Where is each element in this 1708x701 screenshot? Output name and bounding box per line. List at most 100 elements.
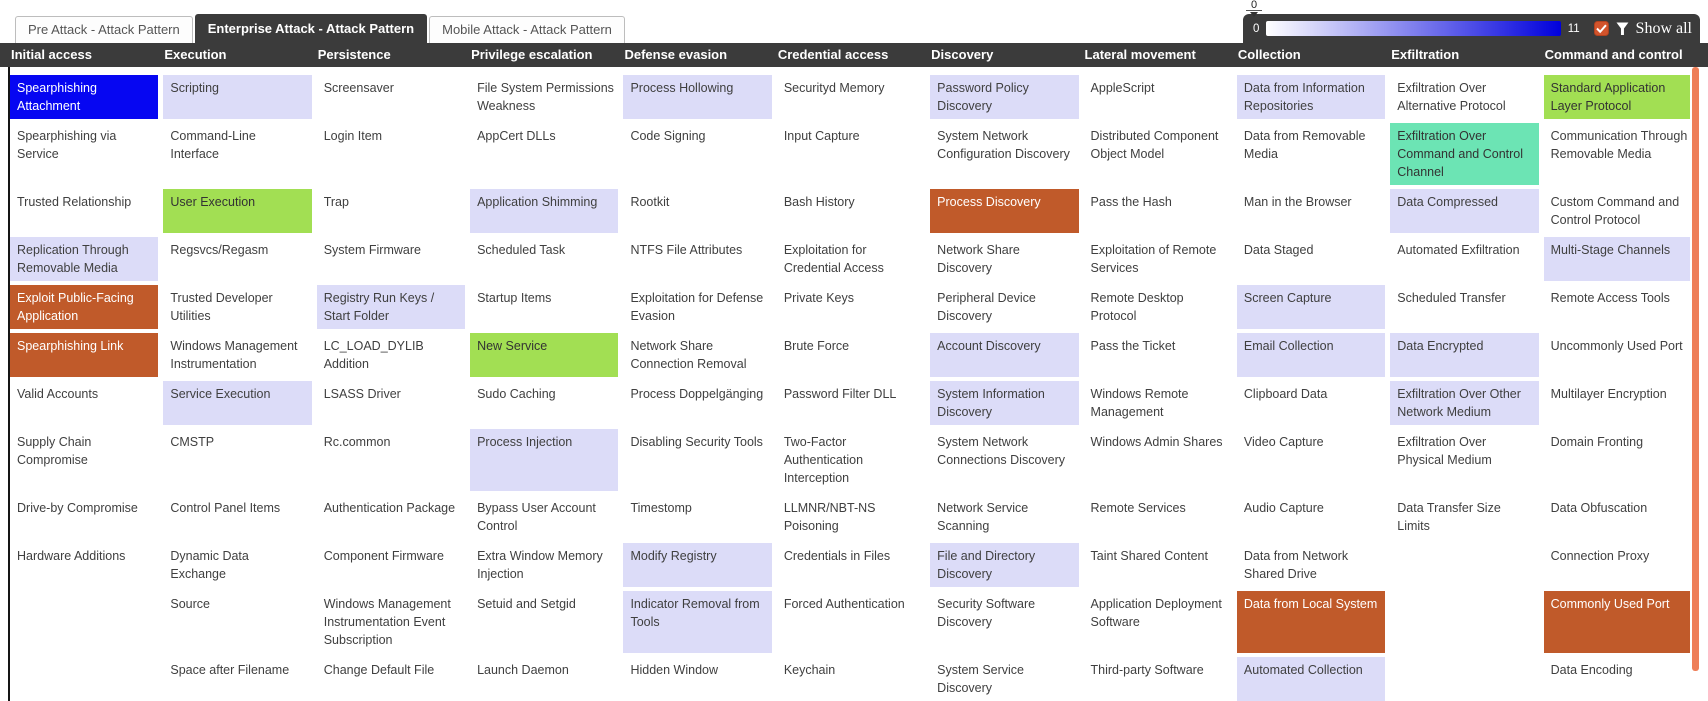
technique-cell[interactable]: Spearphishing Attachment [10, 75, 159, 119]
technique-cell[interactable]: Bypass User Account Control [477, 501, 596, 533]
vertical-scrollbar[interactable] [1690, 67, 1708, 671]
technique-cell[interactable]: Spearphishing Link [10, 333, 159, 377]
technique-cell[interactable]: Communication Through Removable Media [1550, 129, 1688, 161]
technique-cell[interactable]: Data Obfuscation [1550, 501, 1648, 515]
technique-cell[interactable]: Commonly Used Port [1543, 591, 1692, 653]
technique-cell[interactable]: Standard Application Layer Protocol [1543, 75, 1692, 119]
technique-cell[interactable]: Remote Access Tools [1550, 291, 1670, 305]
technique-cell[interactable]: Data Encrypted [1390, 333, 1539, 377]
technique-cell[interactable]: Bash History [783, 195, 855, 209]
technique-cell[interactable]: Domain Fronting [1550, 435, 1644, 449]
technique-cell[interactable]: Supply Chain Compromise [17, 435, 92, 467]
technique-cell[interactable]: Disabling Security Tools [630, 435, 763, 449]
technique-cell[interactable]: Email Collection [1236, 333, 1386, 377]
technique-cell[interactable]: Process Discovery [930, 189, 1079, 233]
tactic-header-execution[interactable]: Execution [164, 47, 227, 62]
technique-cell[interactable]: Windows Admin Shares [1090, 435, 1223, 449]
technique-cell[interactable]: Data Transfer Size Limits [1397, 501, 1501, 533]
technique-cell[interactable]: Scheduled Transfer [1397, 291, 1506, 305]
technique-cell[interactable]: Automated Collection [1236, 657, 1386, 701]
tab-enterprise-attack[interactable]: Enterprise Attack - Attack Pattern [194, 14, 428, 43]
tab-pre-attack[interactable]: Pre Attack - Attack Pattern [15, 16, 193, 43]
technique-cell[interactable]: Setuid and Setgid [477, 597, 576, 611]
tactic-header-defense-evasion[interactable]: Defense evasion [624, 47, 728, 62]
technique-cell[interactable]: NTFS File Attributes [630, 243, 743, 257]
technique-cell[interactable]: Timestomp [630, 501, 692, 515]
technique-cell[interactable]: Rootkit [630, 195, 670, 209]
tactic-header-collection[interactable]: Collection [1237, 47, 1301, 62]
technique-cell[interactable]: Multilayer Encryption [1550, 387, 1667, 401]
tactic-header-lateral-movement[interactable]: Lateral movement [1084, 47, 1196, 62]
technique-cell[interactable]: Space after Filename [170, 663, 290, 677]
technique-cell[interactable]: Network Share Connection Removal [630, 339, 747, 371]
gradient-slider-handle[interactable]: 0 [1246, 0, 1262, 17]
technique-cell[interactable]: LSASS Driver [323, 387, 401, 401]
technique-cell[interactable]: Trap [323, 195, 349, 209]
technique-cell[interactable]: AppleScript [1090, 81, 1155, 95]
technique-cell[interactable]: Change Default File [323, 663, 435, 677]
technique-cell[interactable]: Code Signing [630, 129, 706, 143]
technique-cell[interactable]: Taint Shared Content [1090, 549, 1208, 563]
technique-cell[interactable]: Exfiltration Over Other Network Medium [1390, 381, 1539, 425]
technique-cell[interactable]: Credentials in Files [783, 549, 891, 563]
technique-cell[interactable]: Exploit Public-Facing Application [10, 285, 159, 329]
technique-cell[interactable]: Connection Proxy [1550, 549, 1650, 563]
technique-cell[interactable]: Registry Run Keys / Start Folder [316, 285, 466, 329]
tab-mobile-attack[interactable]: Mobile Attack - Attack Pattern [429, 16, 625, 43]
technique-cell[interactable]: System Service Discovery [937, 663, 1025, 695]
technique-cell[interactable]: Uncommonly Used Port [1550, 339, 1683, 353]
technique-cell[interactable]: Data Staged [1243, 243, 1314, 257]
technique-cell[interactable]: Indicator Removal from Tools [623, 591, 772, 653]
technique-cell[interactable]: AppCert DLLs [477, 129, 556, 143]
technique-cell[interactable]: Extra Window Memory Injection [477, 549, 603, 581]
technique-cell[interactable]: Screensaver [323, 81, 394, 95]
technique-cell[interactable]: Remote Desktop Protocol [1090, 291, 1184, 323]
technique-cell[interactable]: Custom Command and Control Protocol [1550, 195, 1680, 227]
technique-cell[interactable]: Clipboard Data [1243, 387, 1328, 401]
technique-cell[interactable]: Keychain [783, 663, 836, 677]
technique-cell[interactable]: Password Filter DLL [783, 387, 897, 401]
technique-cell[interactable]: User Execution [163, 189, 312, 233]
tactic-header-credential-access[interactable]: Credential access [777, 47, 889, 62]
technique-cell[interactable]: System Information Discovery [930, 381, 1079, 425]
technique-cell[interactable]: Drive-by Compromise [17, 501, 138, 515]
technique-cell[interactable]: Scripting [163, 75, 312, 119]
tactic-header-exfiltration[interactable]: Exfiltration [1391, 47, 1460, 62]
technique-cell[interactable]: System Firmware [323, 243, 421, 257]
technique-cell[interactable]: Audio Capture [1243, 501, 1324, 515]
technique-cell[interactable]: System Network Configuration Discovery [937, 129, 1070, 161]
technique-cell[interactable]: Process Hollowing [623, 75, 772, 119]
tactic-header-persistence[interactable]: Persistence [317, 47, 391, 62]
technique-cell[interactable]: Exfiltration Over Alternative Protocol [1397, 81, 1506, 113]
technique-cell[interactable]: Replication Through Removable Media [10, 237, 159, 281]
technique-cell[interactable]: Authentication Package [323, 501, 456, 515]
technique-cell[interactable]: Brute Force [783, 339, 850, 353]
technique-cell[interactable]: Data from Local System [1236, 591, 1386, 653]
technique-cell[interactable]: Distributed Component Object Model [1090, 129, 1219, 161]
technique-cell[interactable]: Automated Exfiltration [1397, 243, 1520, 257]
technique-cell[interactable]: Data Encoding [1550, 663, 1633, 677]
technique-cell[interactable]: System Network Connections Discovery [937, 435, 1066, 467]
technique-cell[interactable]: Exploitation for Credential Access [783, 243, 884, 275]
technique-cell[interactable]: Network Service Scanning [937, 501, 1029, 533]
tactic-header-privilege-escalation[interactable]: Privilege escalation [471, 47, 593, 62]
technique-cell[interactable]: Two-Factor Authentication Interception [783, 435, 864, 485]
technique-cell[interactable]: CMSTP [170, 435, 215, 449]
technique-cell[interactable]: Pass the Ticket [1090, 339, 1176, 353]
technique-cell[interactable]: Screen Capture [1236, 285, 1386, 329]
technique-cell[interactable]: Remote Services [1090, 501, 1186, 515]
technique-cell[interactable]: Valid Accounts [17, 387, 99, 401]
show-all-checkbox[interactable] [1593, 21, 1609, 36]
technique-cell[interactable]: Startup Items [477, 291, 552, 305]
technique-cell[interactable]: Exfiltration Over Command and Control Ch… [1390, 123, 1539, 185]
technique-cell[interactable]: Private Keys [783, 291, 854, 305]
technique-cell[interactable]: Launch Daemon [477, 663, 569, 677]
technique-cell[interactable]: Data from Network Shared Drive [1243, 549, 1349, 581]
technique-cell[interactable]: Exploitation for Defense Evasion [630, 291, 764, 323]
technique-cell[interactable]: Input Capture [783, 129, 860, 143]
technique-cell[interactable]: File System Permissions Weakness [477, 81, 614, 113]
technique-cell[interactable]: Security Software Discovery [937, 597, 1036, 629]
technique-cell[interactable]: Man in the Browser [1243, 195, 1352, 209]
technique-cell[interactable]: Forced Authentication [783, 597, 905, 611]
technique-cell[interactable]: Application Shimming [470, 189, 619, 233]
